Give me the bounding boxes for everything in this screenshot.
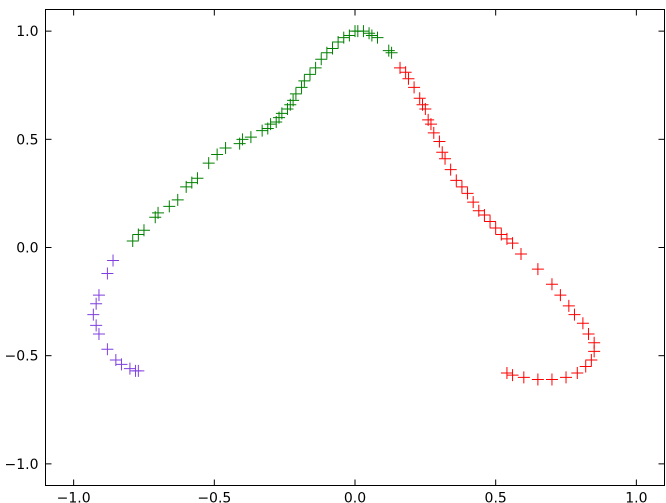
- data-point-s0-43: [385, 46, 398, 59]
- data-point-s0-39: [363, 27, 376, 40]
- data-point-s0-2: [137, 224, 150, 237]
- data-point-s1-6: [419, 103, 432, 116]
- data-point-s1-27: [545, 278, 558, 291]
- data-point-s1-21: [489, 222, 502, 235]
- chart-marks: [87, 25, 601, 386]
- data-point-s0-14: [236, 133, 249, 146]
- data-point-s1-9: [427, 126, 440, 139]
- data-point-s2-6: [92, 328, 105, 341]
- data-point-s1-4: [413, 92, 426, 105]
- data-point-s0-34: [337, 31, 350, 44]
- y-tick-label: 0.5: [16, 132, 38, 148]
- data-point-s2-0: [107, 254, 120, 267]
- x-tick-label: −1.0: [57, 491, 91, 503]
- y-tick-label: −0.5: [5, 349, 39, 365]
- data-point-s1-36: [579, 360, 592, 373]
- y-tick-label: −1.0: [5, 457, 39, 473]
- data-point-s1-40: [531, 373, 544, 386]
- data-point-s0-26: [295, 81, 308, 94]
- data-point-s0-38: [357, 25, 370, 38]
- data-point-s1-19: [478, 209, 491, 222]
- data-point-s1-34: [588, 345, 601, 358]
- data-point-s0-18: [264, 118, 277, 131]
- y-tick-label: 1.0: [16, 24, 38, 40]
- data-point-s1-29: [562, 299, 575, 312]
- data-point-s1-43: [500, 366, 513, 379]
- data-point-s0-9: [191, 172, 204, 185]
- data-point-s1-38: [560, 371, 573, 384]
- data-point-s1-17: [467, 196, 480, 209]
- data-point-s0-41: [371, 31, 384, 44]
- data-point-s1-14: [450, 174, 463, 187]
- data-point-s1-35: [585, 354, 598, 367]
- data-point-s2-10: [123, 362, 136, 375]
- x-tick-label: 0.0: [344, 491, 366, 503]
- data-point-s0-16: [256, 124, 269, 137]
- data-point-s0-15: [244, 131, 257, 144]
- data-point-s0-11: [211, 148, 224, 161]
- data-point-s1-31: [576, 317, 589, 330]
- data-point-s1-1: [399, 66, 412, 79]
- data-point-s1-39: [545, 373, 558, 386]
- data-point-s1-12: [439, 152, 452, 165]
- data-point-s0-5: [163, 200, 176, 213]
- data-point-s1-26: [531, 263, 544, 276]
- data-point-s2-7: [101, 343, 114, 356]
- data-point-s2-4: [87, 308, 100, 321]
- data-point-s1-2: [402, 72, 415, 85]
- data-point-s1-20: [484, 215, 497, 228]
- data-point-s1-11: [436, 146, 449, 159]
- data-point-s0-27: [298, 74, 311, 87]
- data-point-s2-1: [101, 267, 114, 280]
- data-point-s1-24: [506, 237, 519, 250]
- data-point-s0-12: [219, 141, 232, 154]
- data-point-s1-42: [506, 369, 519, 382]
- data-point-s0-28: [303, 68, 316, 81]
- plot-frame: [45, 9, 665, 486]
- data-point-s1-10: [433, 135, 446, 148]
- data-point-s1-13: [444, 163, 457, 176]
- data-point-s2-12: [132, 364, 145, 377]
- data-point-s0-0: [126, 235, 139, 248]
- data-point-s0-25: [289, 87, 302, 100]
- data-point-s1-41: [517, 371, 530, 384]
- data-point-s1-32: [582, 328, 595, 341]
- data-point-s0-24: [287, 94, 300, 107]
- data-point-s1-3: [408, 81, 421, 94]
- data-point-s0-6: [171, 193, 184, 206]
- data-point-s0-42: [382, 44, 395, 57]
- data-point-s0-30: [315, 53, 328, 66]
- data-point-s2-5: [90, 319, 103, 332]
- data-point-s0-40: [365, 29, 378, 42]
- data-point-s2-2: [92, 289, 105, 302]
- data-point-s2-3: [90, 297, 103, 310]
- data-point-s1-15: [455, 180, 468, 193]
- data-point-s1-30: [568, 308, 581, 321]
- y-tick-label: 0.0: [16, 241, 38, 257]
- axis-ticks: −1.0 −0.5 0.0 0.5 1.0 −1.0 −0.5 0.0 0.5 1.0: [5, 9, 665, 503]
- data-point-s1-8: [424, 118, 437, 131]
- data-point-s1-16: [461, 187, 474, 200]
- data-point-s1-28: [554, 289, 567, 302]
- data-point-s0-4: [152, 206, 165, 219]
- data-point-s0-32: [326, 42, 339, 55]
- data-point-s1-37: [571, 366, 584, 379]
- data-point-s0-10: [202, 157, 215, 170]
- data-point-s0-29: [309, 61, 322, 74]
- x-tick-label: −0.5: [197, 491, 231, 503]
- x-tick-label: 0.5: [485, 491, 507, 503]
- data-point-s1-25: [515, 247, 528, 260]
- data-point-s2-9: [115, 358, 128, 371]
- x-tick-label: 1.0: [625, 491, 647, 503]
